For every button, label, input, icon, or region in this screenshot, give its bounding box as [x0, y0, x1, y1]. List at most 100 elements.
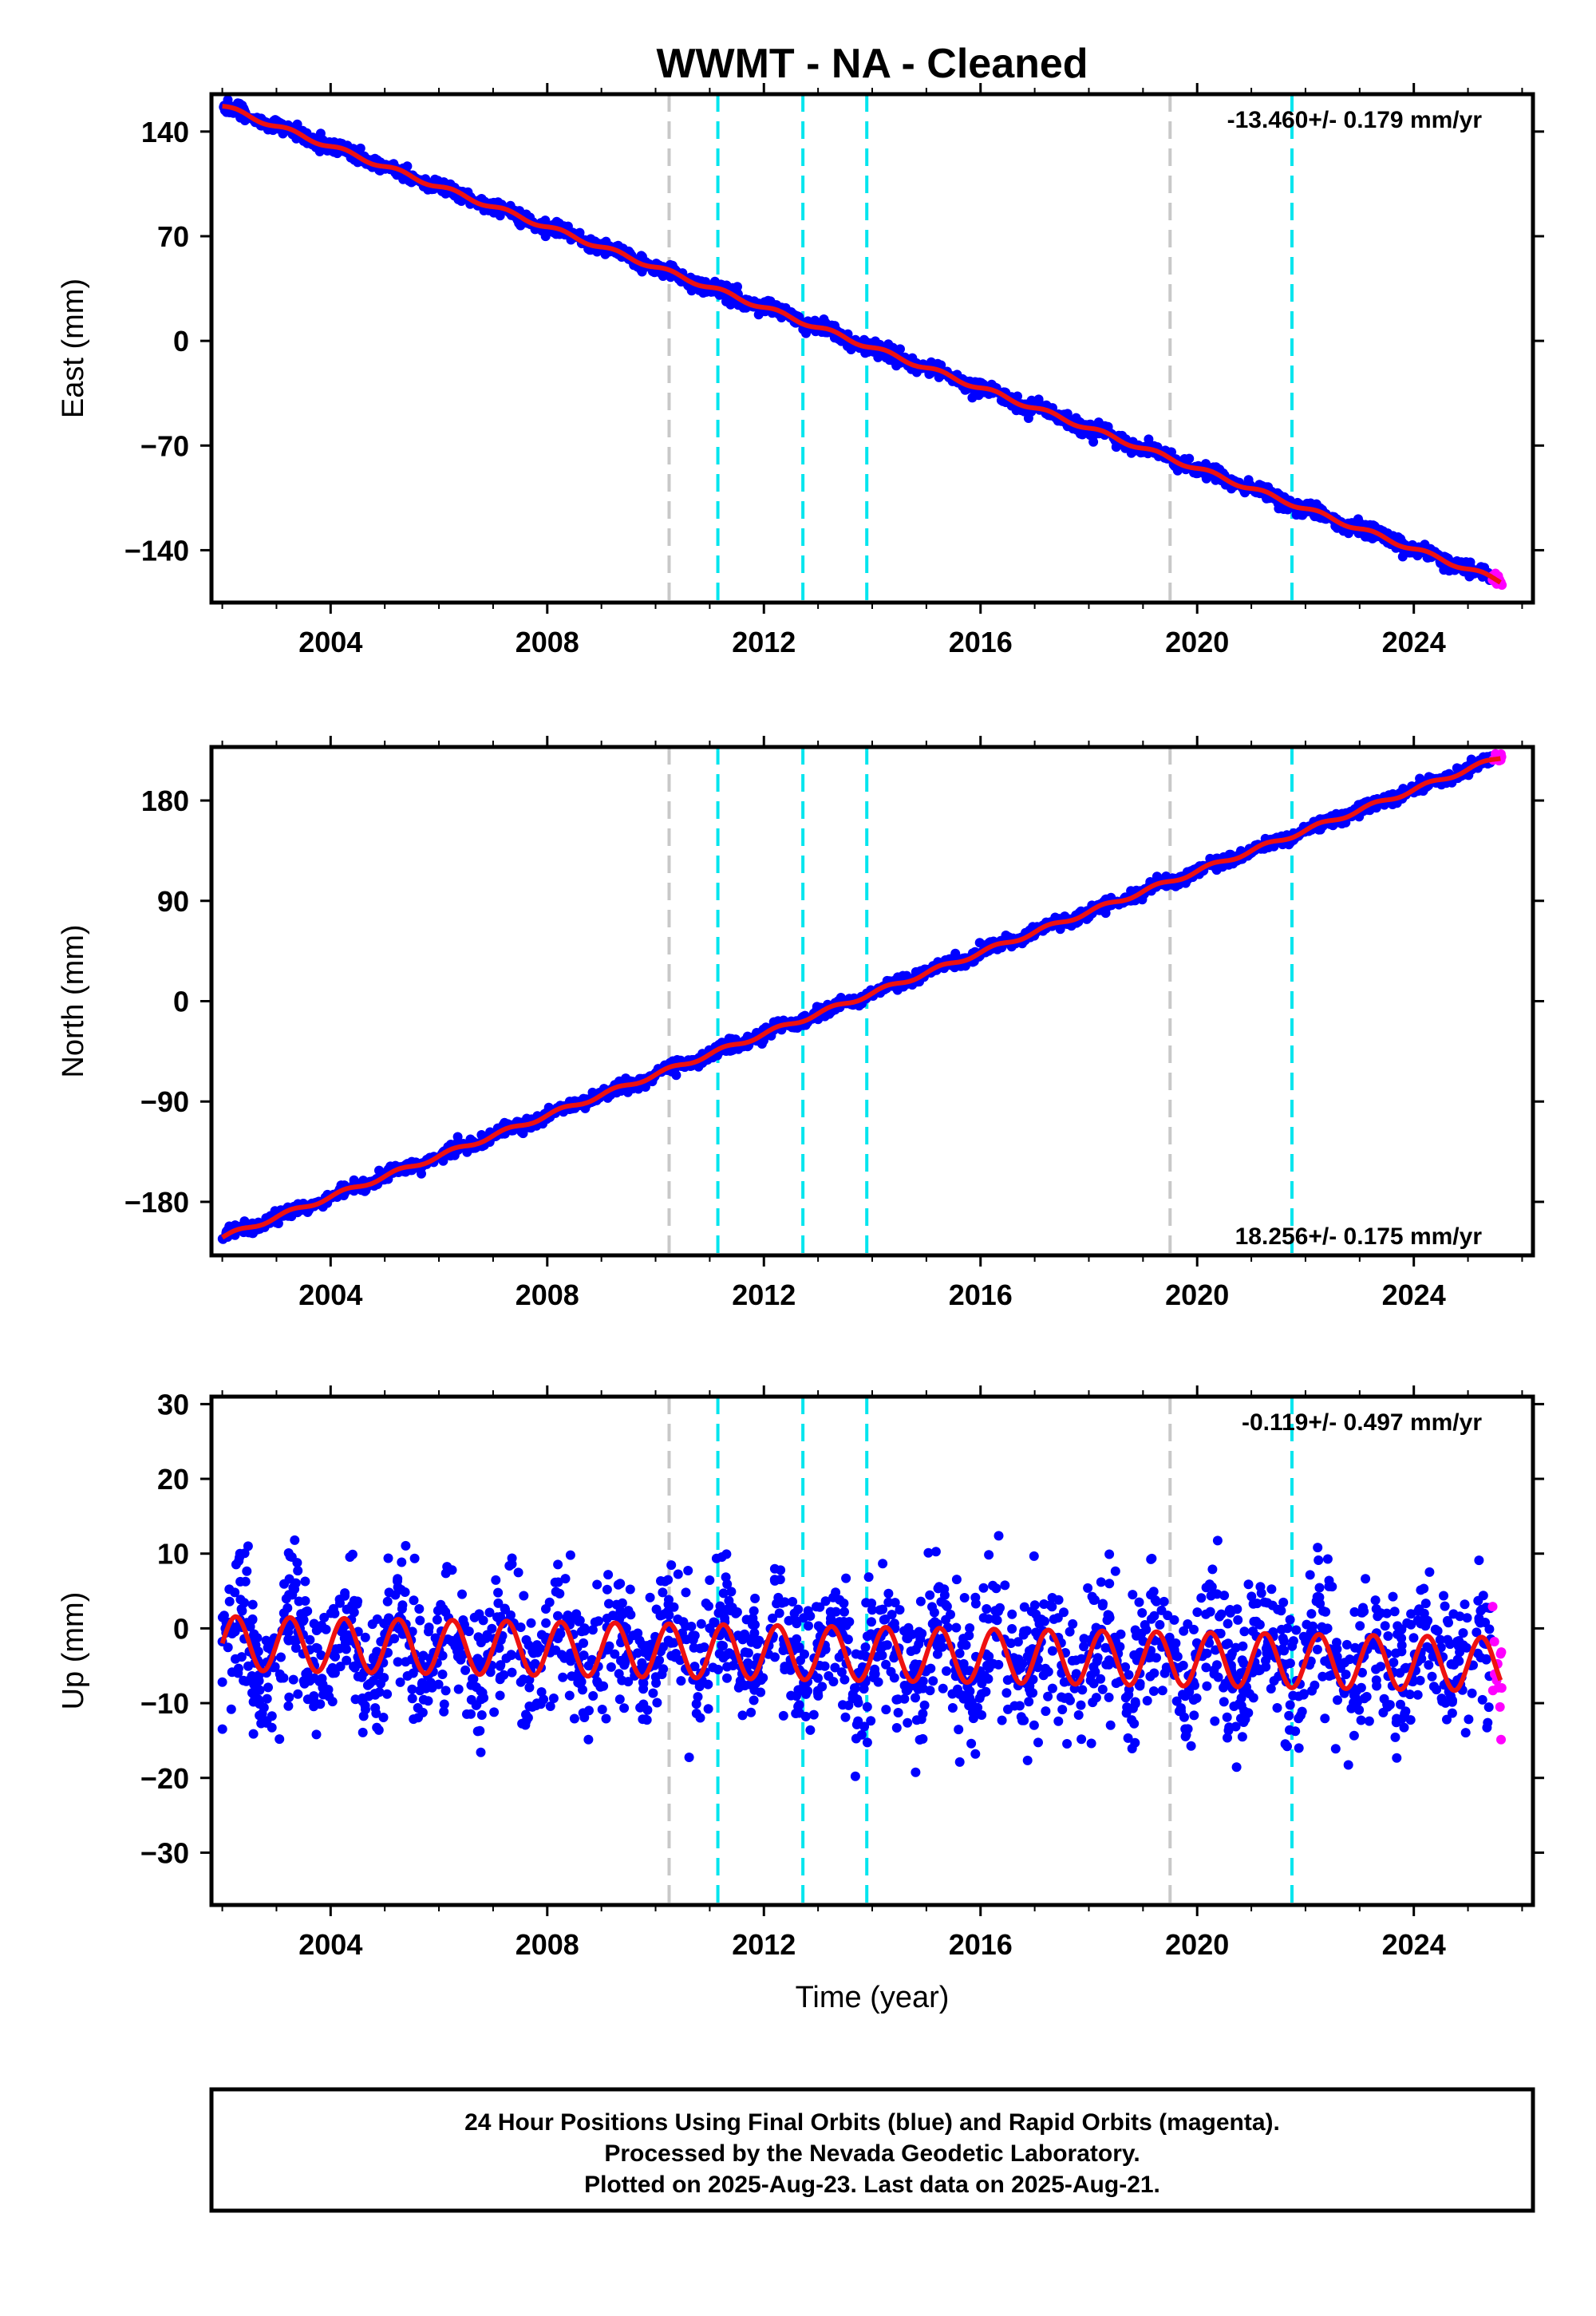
y-tick-label: −140 — [124, 534, 189, 567]
x-tick-label: 2024 — [1382, 626, 1446, 658]
final-orbit-point — [1474, 1555, 1484, 1566]
x-tick-label: 2020 — [1165, 626, 1229, 658]
final-orbit-point — [959, 1593, 970, 1603]
final-orbit-point — [1201, 1662, 1211, 1673]
final-orbit-point — [452, 1132, 463, 1142]
final-orbit-point — [358, 1727, 368, 1737]
final-orbit-point — [898, 970, 908, 981]
final-orbit-point — [836, 993, 846, 1002]
final-orbit-point — [1104, 1549, 1115, 1559]
final-orbit-point — [903, 1717, 913, 1728]
final-orbit-point — [819, 314, 829, 324]
y-tick-label: 90 — [157, 885, 189, 918]
final-orbit-point — [1001, 1688, 1012, 1698]
final-orbit-point — [1396, 1646, 1407, 1657]
final-orbit-point — [1134, 1597, 1144, 1607]
final-orbit-point — [275, 1734, 285, 1745]
final-orbit-point — [658, 1664, 669, 1674]
final-orbit-point — [1184, 453, 1195, 464]
final-orbit-point — [468, 1674, 478, 1684]
y-tick-label: −90 — [140, 1085, 189, 1118]
final-orbit-point — [934, 372, 944, 382]
final-orbit-point — [1317, 1671, 1328, 1682]
final-orbit-point — [1137, 1608, 1148, 1618]
final-orbit-point — [247, 1599, 258, 1610]
final-orbit-point — [850, 1771, 860, 1781]
final-orbit-point — [1290, 1726, 1301, 1737]
east-scatter-points — [219, 95, 1507, 590]
final-orbit-point — [1284, 1710, 1294, 1721]
final-orbit-point — [430, 174, 440, 184]
final-orbit-point — [801, 328, 811, 338]
final-orbit-point — [292, 119, 302, 129]
final-orbit-point — [1239, 1626, 1250, 1637]
final-orbit-point — [217, 1724, 227, 1734]
final-orbit-point — [1388, 1591, 1398, 1602]
final-orbit-point — [1285, 1700, 1295, 1710]
final-orbit-point — [1274, 504, 1284, 514]
final-orbit-point — [526, 1618, 536, 1628]
final-orbit-point — [1104, 1579, 1115, 1589]
final-orbit-point — [1097, 1684, 1108, 1694]
final-orbit-point — [1288, 1636, 1298, 1646]
final-orbit-point — [928, 1676, 938, 1686]
final-orbit-point — [722, 1662, 733, 1672]
final-orbit-point — [1361, 1692, 1372, 1701]
final-orbit-point — [302, 1606, 313, 1616]
final-orbit-point — [984, 1550, 994, 1560]
final-orbit-point — [259, 1702, 269, 1713]
up-panel: 2004 2008 2012 2016 2020 20243020100−10−20−30… — [57, 1385, 1544, 1961]
x-tick-label: 2008 — [516, 626, 579, 658]
final-orbit-point — [909, 1662, 919, 1672]
x-tick-label: 2016 — [949, 626, 1013, 658]
final-orbit-point — [1024, 408, 1034, 418]
final-orbit-point — [476, 1747, 486, 1757]
final-orbit-point — [1128, 1590, 1138, 1600]
final-orbit-point — [540, 215, 551, 226]
final-orbit-point — [942, 1666, 951, 1676]
final-orbit-point — [311, 1729, 322, 1740]
y-tick-label: 0 — [173, 325, 189, 358]
final-orbit-point — [774, 1608, 784, 1618]
final-orbit-point — [805, 1725, 816, 1735]
final-orbit-point — [1444, 566, 1454, 576]
final-orbit-point — [1482, 1722, 1492, 1733]
final-orbit-point — [597, 1705, 607, 1714]
final-orbit-point — [1291, 1625, 1302, 1635]
final-orbit-point — [1077, 1685, 1088, 1695]
model-fit-line — [222, 104, 1502, 585]
final-orbit-point — [746, 1707, 757, 1717]
x-tick-label: 2020 — [1165, 1279, 1229, 1311]
final-orbit-point — [457, 1589, 467, 1599]
final-orbit-point — [883, 1588, 894, 1599]
final-orbit-point — [1135, 1681, 1145, 1691]
up-scatter-points — [217, 1531, 1507, 1781]
final-orbit-point — [760, 297, 770, 307]
final-orbit-point — [1222, 1712, 1232, 1722]
final-orbit-point — [1130, 1698, 1140, 1709]
final-orbit-point — [315, 128, 326, 139]
final-orbit-point — [1033, 1737, 1043, 1748]
final-orbit-point — [1007, 1609, 1017, 1619]
final-orbit-point — [867, 1605, 877, 1615]
final-orbit-point — [1282, 1623, 1293, 1634]
x-tick-label: 2004 — [298, 626, 362, 658]
final-orbit-point — [862, 1737, 872, 1748]
final-orbit-point — [1349, 1730, 1359, 1741]
figure-title: WWMT - NA - Cleaned — [656, 41, 1088, 87]
final-orbit-point — [673, 1569, 683, 1579]
final-orbit-point — [879, 1614, 889, 1625]
y-tick-label: 0 — [173, 986, 189, 1018]
final-orbit-point — [1206, 1591, 1216, 1601]
final-orbit-point — [383, 1553, 393, 1563]
y-tick-label: 140 — [141, 116, 189, 148]
final-orbit-point — [413, 1713, 423, 1723]
final-orbit-point — [954, 1757, 965, 1767]
final-orbit-point — [1144, 434, 1154, 445]
final-orbit-point — [737, 1710, 748, 1721]
final-orbit-point — [705, 1575, 715, 1585]
final-orbit-point — [283, 1701, 294, 1711]
east-rate-label: -13.460+/- 0.179 mm/yr — [1227, 107, 1483, 133]
final-orbit-point — [709, 276, 720, 287]
